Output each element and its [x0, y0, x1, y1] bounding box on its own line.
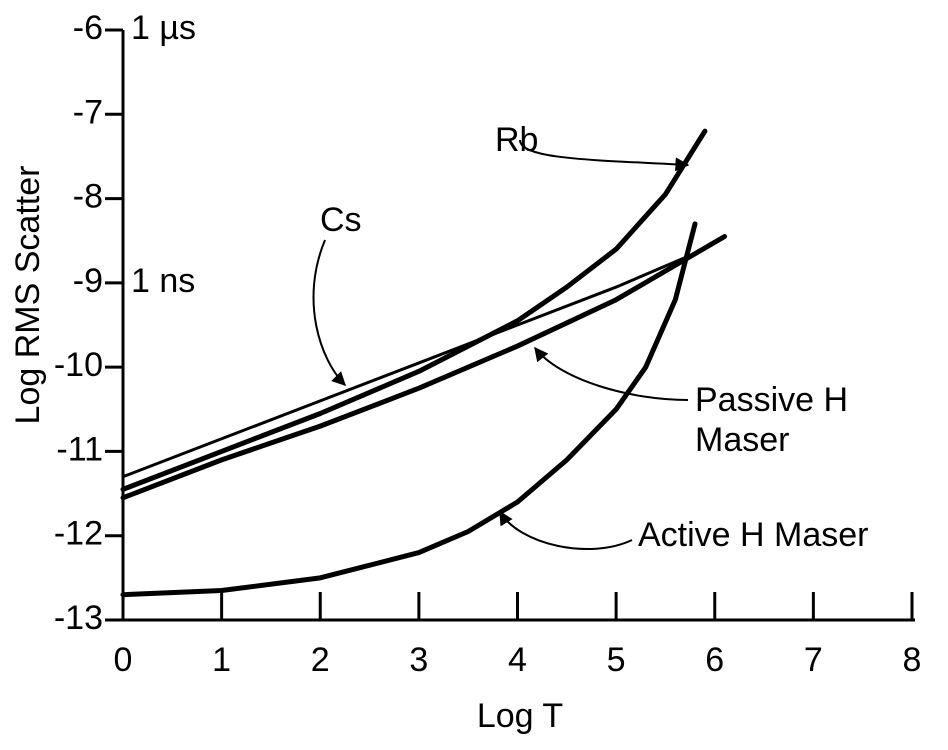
y-tick-label: -12 [54, 515, 103, 553]
y-axis-label: Log RMS Scatter [9, 166, 47, 425]
annotation: 1 µs [131, 9, 196, 47]
line [120, 128, 708, 492]
y-tick-label: -9 [73, 262, 103, 300]
x-tick-label: 4 [508, 641, 527, 679]
x-tick-label: 8 [903, 641, 922, 679]
series-label: Rb [495, 121, 539, 159]
arrow [312, 239, 346, 386]
x-tick-label: 3 [409, 641, 428, 679]
series-label: Active H Maser [638, 516, 869, 554]
y-tick-label: -13 [54, 599, 103, 637]
x-axis-label: Log T [477, 697, 563, 735]
x-tick-label: 6 [705, 641, 724, 679]
x-tick-label: 0 [114, 641, 133, 679]
y-tick-label: -8 [73, 178, 103, 216]
x-tick-label: 1 [212, 641, 231, 679]
x-tick-label: 5 [607, 641, 626, 679]
arrow [499, 510, 633, 551]
arrow [534, 346, 689, 401]
arrow [519, 139, 690, 172]
series-label: Passive H Maser [695, 381, 849, 459]
y-tick-label: -6 [73, 9, 103, 47]
x-tick-label: 7 [804, 641, 823, 679]
x-tick-label: 2 [311, 641, 330, 679]
line [120, 234, 728, 501]
line [120, 221, 698, 598]
series-label: Cs [320, 201, 362, 239]
annotation: 1 ns [131, 262, 195, 300]
y-tick-label: -11 [56, 430, 103, 468]
y-tick-label: -7 [73, 93, 103, 131]
y-tick-label: -10 [54, 346, 103, 384]
line [121, 247, 707, 479]
